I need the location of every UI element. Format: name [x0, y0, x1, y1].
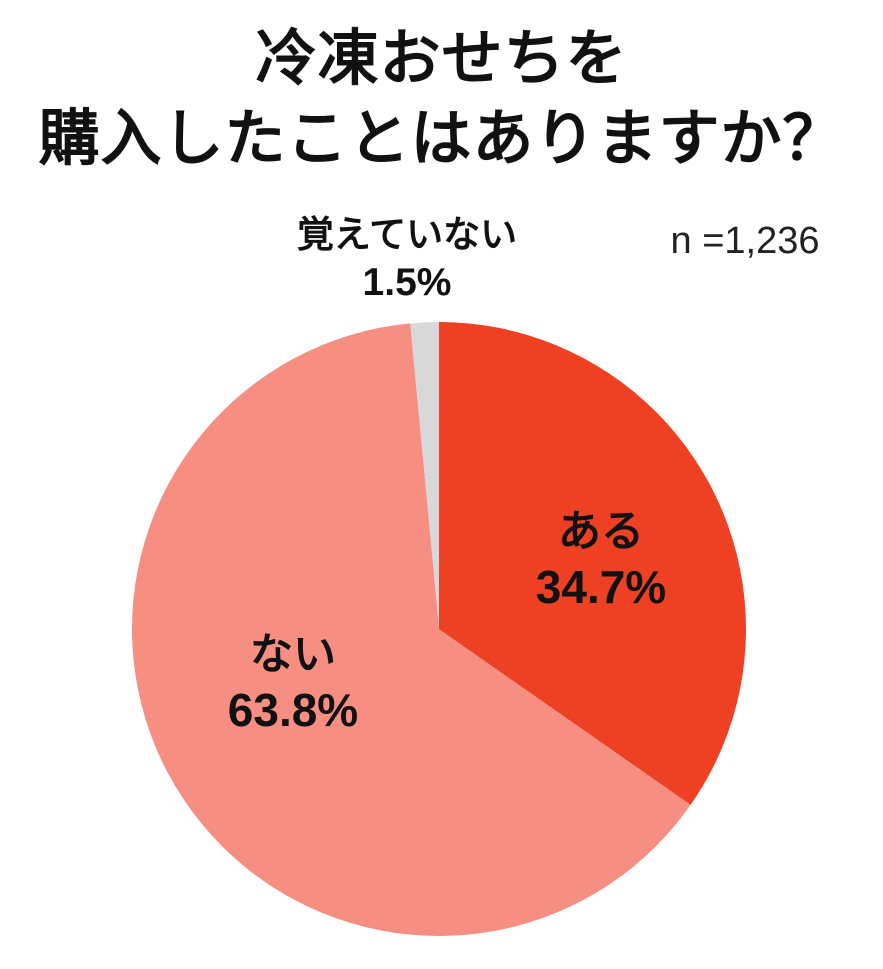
chart-title-line1: 冷凍おせちを	[255, 24, 628, 92]
chart-title: 冷凍おせちを 購入したことはありますか？	[0, 18, 883, 178]
slice-name-dont-remember: 覚えていない	[296, 214, 518, 255]
slice-name-yes: ある	[558, 508, 644, 556]
slice-pct-no: 63.8%	[227, 684, 359, 736]
slice-name-no: ない	[250, 631, 336, 679]
chart-title-line2: 購入したことはありますか？	[38, 104, 845, 172]
slice-label-yes: ある 34.7%	[536, 505, 666, 615]
slice-pct-yes: 34.7%	[535, 561, 667, 613]
pie	[132, 322, 746, 936]
slice-label-no: ない 63.8%	[228, 628, 358, 738]
slice-pct-dont-remember: 1.5%	[362, 261, 452, 304]
sample-size-label: n =1,236	[670, 220, 820, 262]
slice-label-dont-remember: 覚えていない 1.5%	[297, 212, 517, 308]
